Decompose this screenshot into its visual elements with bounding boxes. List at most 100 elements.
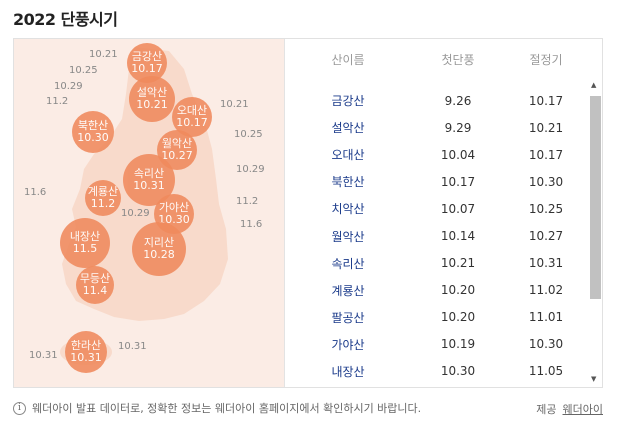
mountain-name[interactable]: 월악산 [331,229,365,244]
peak-foliage: 10.21 [528,120,564,135]
first-foliage: 10.04 [440,147,476,162]
peak-foliage: 11.02 [528,283,564,298]
table-row: 팔공산 10.20 11.01 [286,304,586,331]
first-foliage: 10.17 [440,174,476,189]
mountain-name[interactable]: 속리산 [331,256,365,271]
mountain-bubble[interactable]: 무등산 11.4 [76,266,114,304]
bubble-date: 10.27 [161,149,193,162]
map-date-label: 10.25 [69,65,98,76]
table-header: 산이름 첫단풍 절정기 [286,39,586,79]
header-mountain: 산이름 [331,52,365,67]
first-foliage: 10.20 [440,283,476,298]
table-row: 가야산 10.19 10.30 [286,331,586,358]
map-date-label: 10.29 [54,81,83,92]
page-title: 2022 단풍시기 [13,10,118,29]
mountain-name[interactable]: 치악산 [331,202,365,217]
map-date-label: 10.25 [234,129,263,140]
credit-link[interactable]: 웨더아이 [562,403,603,416]
bubble-date: 10.28 [143,248,175,261]
bubble-name: 월악산 [161,136,193,150]
mountain-name[interactable]: 계룡산 [331,283,365,298]
map-date-label: 11.2 [46,96,69,107]
map-date-label: 11.2 [236,196,259,207]
map-date-label: 10.31 [118,341,147,352]
foliage-map: 10.21 10.25 10.29 11.2 10.21 10.25 10.29… [14,39,285,387]
mountain-bubble[interactable]: 계룡산 11.2 [85,180,121,216]
map-date-label: 10.21 [89,49,118,60]
table-row: 속리산 10.21 10.31 [286,250,586,277]
first-foliage: 10.20 [440,310,476,325]
table-row: 오대산 10.04 10.17 [286,141,586,168]
mountain-bubble[interactable]: 지리산 10.28 [132,222,186,276]
peak-foliage: 10.17 [528,147,564,162]
first-foliage: 10.30 [440,364,476,379]
info-icon: i [13,401,26,415]
peak-foliage: 10.27 [528,229,564,244]
footer-note-text: 웨더아이 발표 데이터로, 정확한 정보는 웨더아이 홈페이지에서 확인하시기 … [32,402,422,415]
table-row: 내장산 10.30 11.05 [286,358,586,385]
mountain-bubble[interactable]: 월악산 10.27 [157,130,197,170]
credit: 제공 웨더아이 [536,401,603,417]
mountain-bubble[interactable]: 한라산 10.31 [65,331,107,373]
table-row: 금강산 9.26 10.17 [286,87,586,114]
bubble-name: 북한산 [77,118,109,132]
peak-foliage: 11.01 [528,310,564,325]
peak-foliage: 10.31 [528,256,564,271]
bubble-name: 설악산 [136,85,168,99]
scroll-thumb[interactable] [590,96,601,299]
bubble-date: 11.4 [82,284,108,297]
scrollbar[interactable]: ▲ ▼ [589,79,601,385]
bubble-name: 지리산 [143,235,175,249]
first-foliage: 10.07 [440,201,476,216]
first-foliage: 10.21 [440,256,476,271]
header-first: 첫단풍 [441,52,475,67]
first-foliage: 10.19 [440,337,476,352]
mountain-bubble[interactable]: 내장산 11.5 [60,218,110,268]
bubble-name: 가야산 [158,200,190,214]
table-body: 금강산 9.26 10.17 설악산 9.29 10.21 오대산 10.04 10.17 북한산… [286,87,586,385]
mountain-name[interactable]: 북한산 [331,175,365,190]
map-date-label: 11.6 [24,187,47,198]
bubble-name: 무등산 [79,271,111,285]
map-date-label: 10.31 [29,350,58,361]
peak-foliage: 10.30 [528,337,564,352]
scroll-down-icon[interactable]: ▼ [591,375,597,383]
first-foliage: 10.14 [440,229,476,244]
mountain-name[interactable]: 팔공산 [331,310,365,325]
mountain-bubble[interactable]: 북한산 10.30 [72,111,114,153]
mountain-name[interactable]: 설악산 [331,121,365,136]
table-row: 계룡산 10.20 11.02 [286,277,586,304]
bubble-date: 10.17 [176,116,208,129]
foliage-panel: 10.21 10.25 10.29 11.2 10.21 10.25 10.29… [13,38,603,388]
bubble-name: 내장산 [69,229,101,243]
first-foliage: 9.26 [444,93,472,108]
first-foliage: 9.29 [444,120,472,135]
bubble-date: 10.30 [77,131,109,144]
bubble-date: 11.5 [72,242,98,255]
bubble-date: 10.31 [133,179,165,192]
scroll-up-icon[interactable]: ▲ [591,81,597,89]
map-date-label: 11.6 [240,219,263,230]
mountain-name[interactable]: 가야산 [331,337,365,352]
bubble-name: 한라산 [70,338,102,352]
mountain-name[interactable]: 오대산 [331,148,365,163]
bubble-name: 금강산 [131,49,163,63]
header-peak: 절정기 [529,52,563,67]
bubble-name: 계룡산 [87,184,119,198]
mountain-bubble[interactable]: 설악산 10.21 [129,76,175,122]
bubble-name: 오대산 [176,103,208,117]
table-row: 북한산 10.17 10.30 [286,168,586,195]
foliage-table: 산이름 첫단풍 절정기 금강산 9.26 10.17 설악산 9.29 10.21 오대산 1… [286,39,602,387]
mountain-name[interactable]: 금강산 [331,94,365,109]
bubble-date: 11.2 [90,197,116,210]
map-date-label: 10.21 [220,99,249,110]
bubble-date: 10.17 [131,62,163,75]
peak-foliage: 11.05 [528,364,564,379]
map-date-label: 10.29 [121,208,150,219]
bubble-date: 10.31 [70,351,102,364]
map-date-label: 10.29 [236,164,265,175]
peak-foliage: 10.25 [528,201,564,216]
mountain-bubble[interactable]: 금강산 10.17 [127,43,167,83]
mountain-name[interactable]: 내장산 [331,364,365,379]
credit-label: 제공 [536,403,557,416]
